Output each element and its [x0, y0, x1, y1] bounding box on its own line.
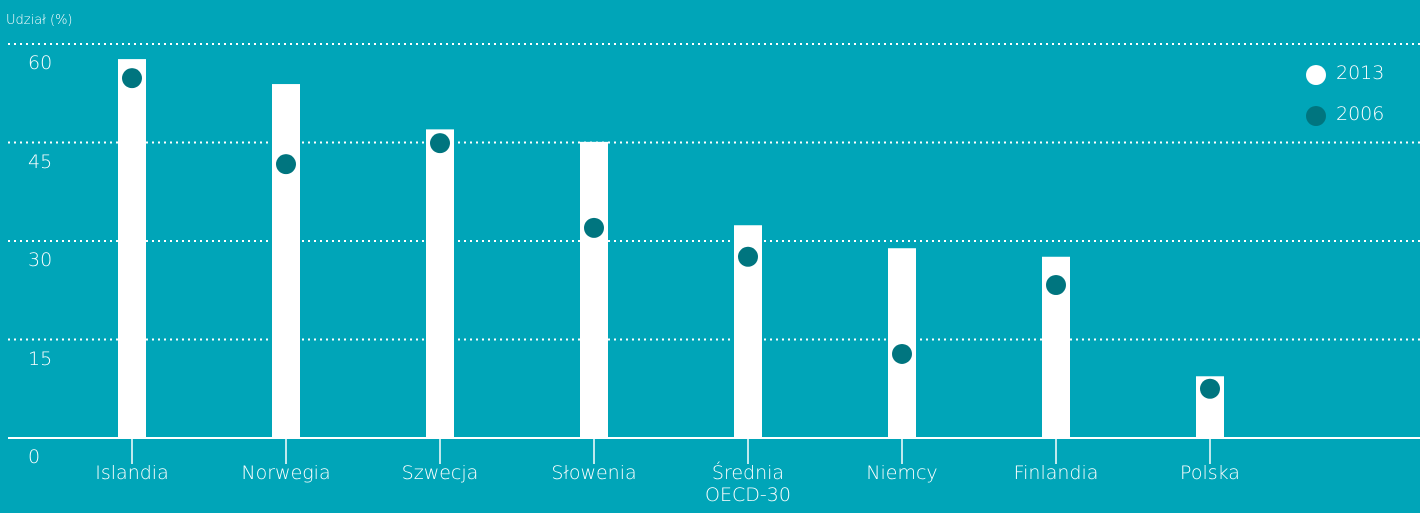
dot [584, 217, 604, 238]
y-tick-label: 60 [28, 52, 53, 74]
x-tick-label: Islandia [95, 462, 169, 484]
dot [276, 154, 296, 175]
y-tick-label: 45 [28, 150, 53, 173]
bar [118, 59, 146, 438]
y-axis-title: Udział (%) [6, 13, 73, 28]
bar [888, 248, 916, 438]
x-tick-label: Finlandia [1013, 462, 1099, 484]
legend-label: 2013 [1336, 62, 1385, 84]
x-tick-label: Średnia OECD-30 [705, 462, 791, 506]
y-tick-label: 0 [28, 446, 41, 468]
x-tick-label: Szwecja [401, 462, 479, 484]
dot [738, 246, 758, 267]
x-tick-label: Słowenia [551, 462, 637, 484]
x-tick-label: Niemcy [866, 462, 938, 484]
dot [1046, 274, 1066, 295]
bar [272, 84, 300, 438]
x-tick-label: Norwegia [241, 462, 331, 484]
bar [580, 141, 608, 439]
legend-swatch [1306, 106, 1326, 126]
y-tick-label: 15 [28, 347, 53, 370]
dot [122, 68, 142, 89]
dot [892, 343, 912, 364]
legend-label: 2006 [1336, 103, 1385, 125]
y-tick-label: 30 [28, 249, 53, 271]
bar [426, 129, 454, 438]
legend-swatch [1306, 65, 1326, 85]
dot [1200, 378, 1220, 399]
dot [430, 133, 450, 154]
x-tick-label: Polska [1180, 462, 1240, 484]
